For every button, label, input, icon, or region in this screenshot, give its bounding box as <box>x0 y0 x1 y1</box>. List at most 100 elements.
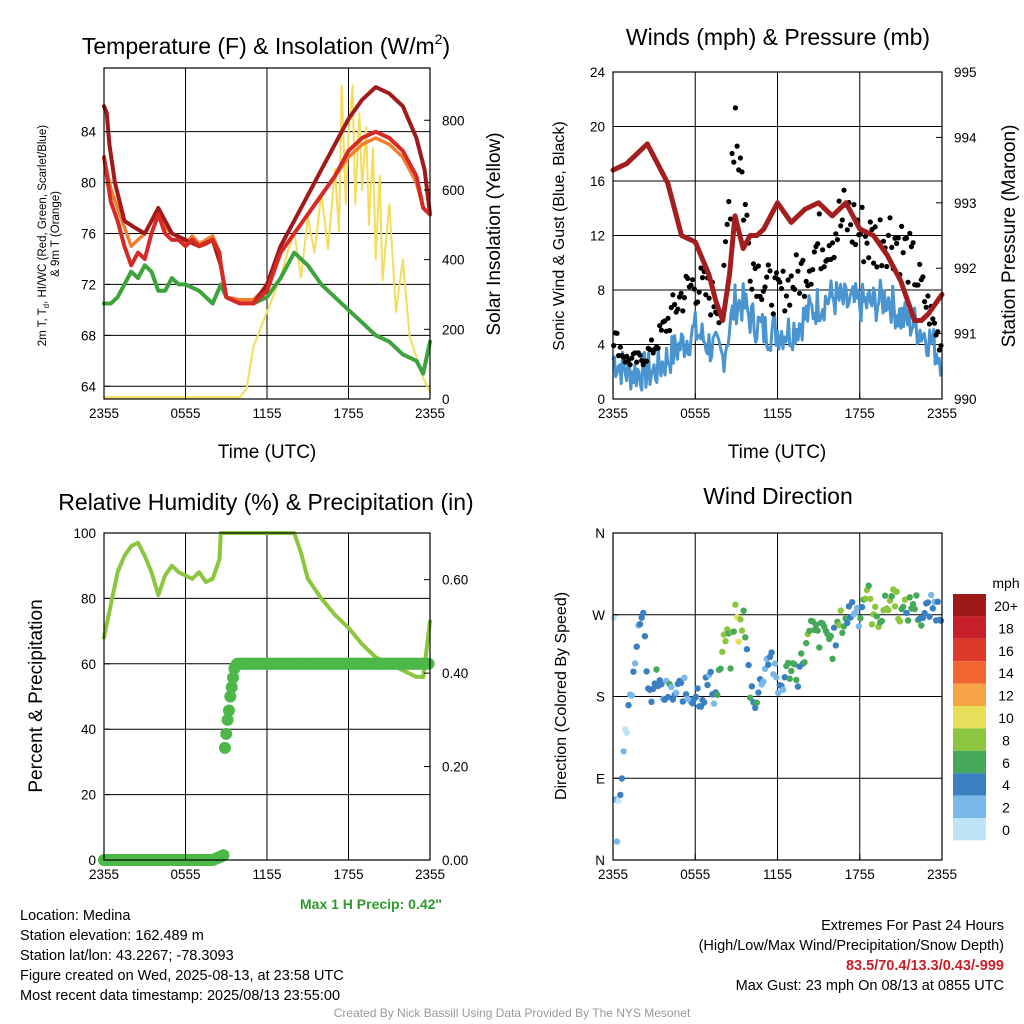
gust-point <box>648 337 655 343</box>
gust-point <box>762 284 768 290</box>
direction-panel: Wind Direction 2355 0555 1155 1755 2355 N E S W… <box>553 483 1020 882</box>
legend-label: 8 <box>1002 732 1010 748</box>
direction-point <box>816 644 823 651</box>
gust-point <box>820 247 826 253</box>
direction-point <box>720 631 728 638</box>
gust-point <box>716 320 722 326</box>
winds-series <box>610 105 945 392</box>
gust-point <box>637 352 643 358</box>
direction-point <box>748 683 756 690</box>
gust-point <box>727 216 734 222</box>
gust-point <box>803 278 809 284</box>
gust-point <box>703 292 709 298</box>
direction-point <box>913 592 920 599</box>
direction-point <box>633 643 640 650</box>
y-tick-label: 80 <box>81 176 96 191</box>
gust-point <box>708 312 714 318</box>
y-tick-label: 16 <box>590 174 605 189</box>
precip-point <box>221 713 234 726</box>
direction-point <box>903 609 910 617</box>
gust-point <box>755 263 762 269</box>
direction-point <box>704 681 711 689</box>
winds-ylabel: Sonic Wind & Gust (Blue, Black) <box>551 121 568 350</box>
direction-point <box>937 617 945 624</box>
direction-point <box>732 601 739 608</box>
humidity-ylabel: Percent & Precipitation <box>26 599 47 792</box>
legend-label: 4 <box>1002 777 1010 793</box>
direction-point <box>867 595 874 603</box>
y-tick-label: 8 <box>597 283 605 298</box>
recent-text: Most recent data timestamp: 2025/08/13 2… <box>20 988 341 1004</box>
direction-point <box>801 659 808 666</box>
direction-point <box>806 627 813 635</box>
x-tick-label: 0555 <box>680 867 710 882</box>
gust-point <box>872 224 878 230</box>
y-tick-label: 100 <box>73 526 96 541</box>
precip-point <box>224 690 237 703</box>
gust-point <box>935 329 941 335</box>
temperature-panel: Temperature (F) & Insolation (W/m2) 2355… <box>37 31 505 463</box>
gust-point <box>938 343 944 349</box>
humidity-x-ticks: 2355 0555 1155 1755 2355 <box>89 854 445 882</box>
direction-point <box>881 592 889 599</box>
gust-point <box>672 301 678 308</box>
gust-point <box>678 290 684 296</box>
direction-point <box>865 582 872 589</box>
direction-point <box>727 665 734 672</box>
direction-point <box>904 617 912 624</box>
direction-point <box>786 675 793 682</box>
y2-tick-label: 800 <box>442 113 465 128</box>
pressure-line <box>610 141 945 323</box>
gust-point <box>670 292 676 298</box>
gust-point <box>690 277 696 283</box>
gust-point <box>744 212 750 218</box>
direction-title: Wind Direction <box>703 483 853 509</box>
direction-point <box>798 650 805 657</box>
gust-point <box>695 299 701 305</box>
gust-point <box>894 240 900 247</box>
gust-point <box>851 202 857 208</box>
direction-point <box>855 623 862 630</box>
gust-point <box>792 286 798 292</box>
gust-point <box>788 273 794 279</box>
x-tick-label: 2355 <box>927 406 957 421</box>
temperature-y-ticks: 64 68 72 76 80 84 <box>81 125 110 394</box>
direction-point <box>791 661 798 668</box>
sonic-wind-line <box>611 278 943 392</box>
x-tick-label: 1155 <box>763 867 792 882</box>
gust-point <box>629 355 635 361</box>
temperature-title: Temperature (F) & Insolation (W/m2) <box>82 31 450 59</box>
y-tick-label: N <box>595 853 605 868</box>
direction-point <box>631 660 639 667</box>
gust-point <box>877 217 883 223</box>
precip-point <box>218 741 231 754</box>
direction-point <box>900 603 907 610</box>
legend-label: 2 <box>1002 800 1010 816</box>
direction-point <box>613 838 621 845</box>
gust-point <box>742 201 748 208</box>
gust-point <box>611 342 617 349</box>
y2-tick-label: 0.40 <box>442 666 468 681</box>
gust-point <box>848 222 854 228</box>
gust-point <box>706 295 712 301</box>
latlon-text: Station lat/lon: 43.2267; -78.3093 <box>20 948 234 964</box>
speed-legend: mph 20+ 18 16 14 12 10 8 6 4 2 0 <box>953 575 1020 841</box>
direction-point <box>788 667 795 675</box>
gust-point <box>680 308 686 314</box>
direction-point <box>853 604 861 612</box>
direction-point <box>814 627 821 634</box>
legend-label: 20+ <box>994 598 1018 614</box>
y-tick-label: W <box>592 608 605 623</box>
direction-point <box>722 638 729 645</box>
winds-grid <box>613 72 942 399</box>
y-tick-label: S <box>596 690 605 705</box>
x-tick-label: 1755 <box>845 867 875 882</box>
y-tick-label: 24 <box>590 65 606 80</box>
direction-point <box>628 692 635 699</box>
direction-point <box>775 689 782 696</box>
y-tick-label: 60 <box>81 657 96 672</box>
gust-point <box>908 244 915 250</box>
gust-point <box>905 279 911 285</box>
gust-point <box>658 327 665 333</box>
extremes-subtitle: (High/Low/Max Wind/Precipitation/Snow De… <box>698 938 1004 954</box>
